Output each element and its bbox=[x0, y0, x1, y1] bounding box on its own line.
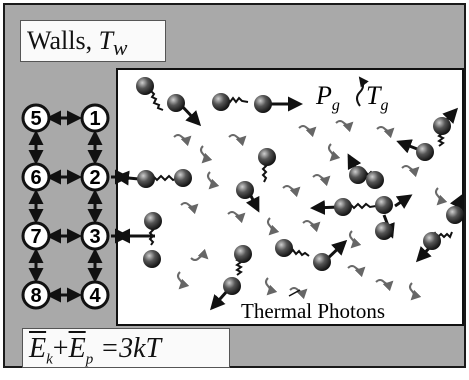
node-label: 2 bbox=[89, 167, 100, 189]
lattice-node-8: 8 bbox=[21, 280, 51, 310]
gas-molecules bbox=[114, 89, 464, 311]
node-label: 1 bbox=[89, 108, 100, 130]
thermal-photons-text: Thermal Photons bbox=[241, 299, 385, 323]
node-label: 8 bbox=[30, 285, 41, 307]
equation-rhs: =3kT bbox=[93, 333, 162, 364]
svg-text:Pg: Pg bbox=[315, 81, 340, 114]
node-label: 4 bbox=[89, 285, 101, 307]
kinetic-energy-symbol: E bbox=[29, 333, 47, 364]
diagram-drawing: 5 1 6 2 7 3 8 4 Pg Tg bbox=[21, 76, 464, 323]
wall-temperature-subscript: w bbox=[113, 36, 128, 61]
lattice-node-1: 1 bbox=[80, 103, 110, 133]
temperature-symbol: T bbox=[366, 81, 382, 110]
node-label: 5 bbox=[30, 108, 41, 130]
pressure-subscript: g bbox=[332, 97, 340, 114]
energy-equation: Ek+Ep =3kT bbox=[22, 328, 230, 368]
temperature-subscript: g bbox=[380, 97, 388, 114]
kinetic-subscript: k bbox=[46, 351, 53, 368]
gas-atoms bbox=[136, 77, 464, 295]
lattice-node-6: 6 bbox=[21, 162, 51, 192]
plus-sign: + bbox=[52, 333, 69, 364]
node-label: 6 bbox=[30, 167, 41, 189]
wall-lattice bbox=[28, 110, 130, 303]
pressure-symbol: P bbox=[315, 81, 332, 110]
lattice-nodes: 5 1 6 2 7 3 8 4 bbox=[21, 103, 110, 310]
potential-subscript: p bbox=[85, 351, 94, 368]
lattice-node-5: 5 bbox=[21, 103, 51, 133]
lattice-node-2: 2 bbox=[80, 162, 110, 192]
walls-label: Walls, Tw bbox=[20, 20, 166, 62]
svg-text:Tg: Tg bbox=[366, 81, 388, 114]
lattice-node-7: 7 bbox=[21, 221, 51, 251]
lattice-node-3: 3 bbox=[80, 221, 110, 251]
gas-molecule bbox=[415, 193, 464, 263]
thermal-photons bbox=[173, 120, 448, 301]
gas-molecule bbox=[310, 194, 413, 239]
gas-state-label: Pg Tg bbox=[315, 76, 388, 114]
node-label: 7 bbox=[30, 226, 41, 248]
walls-text: Walls, bbox=[27, 26, 99, 55]
wall-temperature-symbol: T bbox=[98, 26, 114, 55]
lattice-node-4: 4 bbox=[80, 280, 110, 310]
node-label: 3 bbox=[89, 226, 100, 248]
thermal-photons-label: Thermal Photons bbox=[241, 289, 385, 323]
potential-energy-symbol: E bbox=[68, 333, 86, 364]
